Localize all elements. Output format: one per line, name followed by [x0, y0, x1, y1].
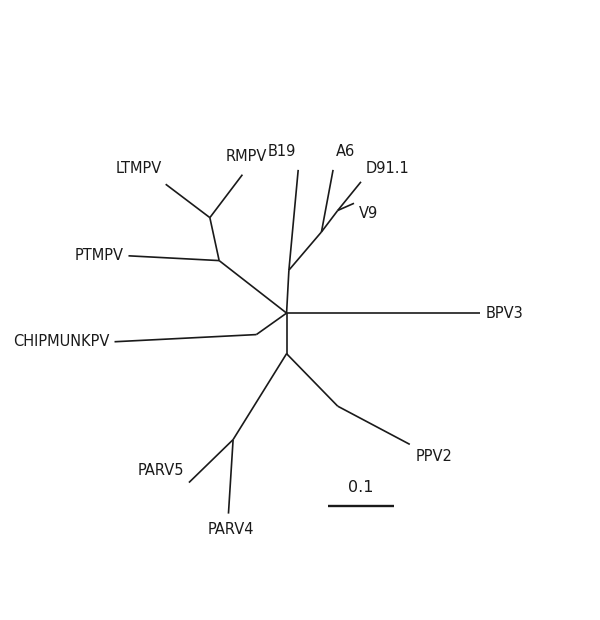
- Text: PTMPV: PTMPV: [75, 249, 124, 264]
- Text: PARV4: PARV4: [208, 522, 254, 537]
- Text: CHIPMUNKPV: CHIPMUNKPV: [14, 334, 110, 349]
- Text: V9: V9: [359, 206, 378, 221]
- Text: LTMPV: LTMPV: [116, 161, 162, 175]
- Text: RMPV: RMPV: [226, 149, 267, 164]
- Text: 0.1: 0.1: [348, 480, 374, 495]
- Text: A6: A6: [335, 144, 355, 159]
- Text: BPV3: BPV3: [485, 306, 523, 321]
- Text: PPV2: PPV2: [415, 449, 452, 464]
- Text: D91.1: D91.1: [365, 161, 409, 176]
- Text: PARV5: PARV5: [138, 463, 184, 478]
- Text: B19: B19: [268, 144, 296, 159]
